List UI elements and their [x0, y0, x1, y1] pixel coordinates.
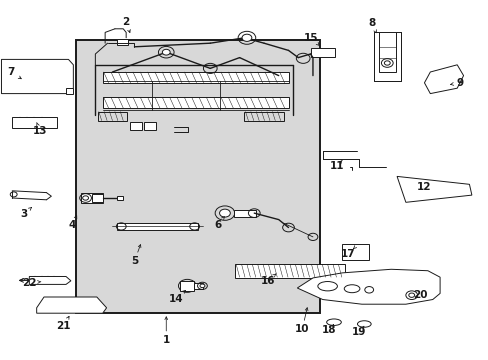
Text: 13: 13 — [33, 126, 47, 136]
Bar — [129, 122, 142, 130]
Bar — [102, 97, 288, 108]
Text: 9: 9 — [455, 78, 462, 88]
Bar — [244, 112, 283, 121]
Text: 6: 6 — [214, 220, 221, 230]
Text: 15: 15 — [304, 33, 318, 43]
Text: 14: 14 — [168, 294, 183, 304]
Text: 17: 17 — [340, 249, 355, 259]
Polygon shape — [396, 176, 471, 202]
Bar — [193, 283, 203, 289]
Polygon shape — [29, 276, 71, 284]
Text: 22: 22 — [22, 278, 37, 288]
Polygon shape — [1, 59, 73, 94]
Text: 21: 21 — [56, 321, 71, 331]
Bar — [311, 48, 334, 57]
Text: 5: 5 — [131, 256, 138, 266]
Bar — [180, 281, 194, 291]
Text: 4: 4 — [68, 220, 76, 230]
Text: 16: 16 — [260, 276, 275, 286]
Bar — [234, 264, 344, 278]
Circle shape — [82, 196, 88, 200]
Bar — [117, 223, 198, 230]
Bar — [81, 193, 102, 203]
Text: 20: 20 — [412, 290, 427, 300]
Text: 11: 11 — [329, 161, 344, 171]
Bar — [117, 196, 123, 200]
Text: 18: 18 — [321, 325, 336, 336]
Circle shape — [219, 209, 230, 217]
Text: 2: 2 — [122, 17, 129, 27]
Bar — [144, 122, 156, 130]
Circle shape — [200, 284, 204, 288]
Text: 3: 3 — [20, 209, 27, 219]
Bar — [233, 210, 255, 217]
Text: 7: 7 — [7, 67, 15, 77]
Text: 8: 8 — [367, 18, 374, 28]
Bar — [12, 117, 57, 128]
Bar — [117, 39, 128, 45]
Circle shape — [162, 49, 170, 55]
Polygon shape — [37, 297, 106, 313]
Circle shape — [182, 282, 192, 289]
Text: 19: 19 — [351, 327, 366, 337]
Polygon shape — [424, 65, 463, 94]
Bar — [98, 112, 127, 121]
Text: 1: 1 — [163, 335, 169, 345]
Bar — [342, 244, 368, 260]
Bar — [102, 72, 288, 83]
Polygon shape — [297, 269, 439, 304]
Polygon shape — [373, 32, 400, 81]
Bar — [66, 88, 73, 94]
Text: 12: 12 — [416, 182, 431, 192]
Bar — [76, 40, 320, 313]
Circle shape — [242, 34, 251, 41]
Circle shape — [408, 293, 414, 297]
Bar — [92, 194, 102, 202]
Text: 10: 10 — [294, 324, 309, 334]
Circle shape — [384, 61, 389, 65]
